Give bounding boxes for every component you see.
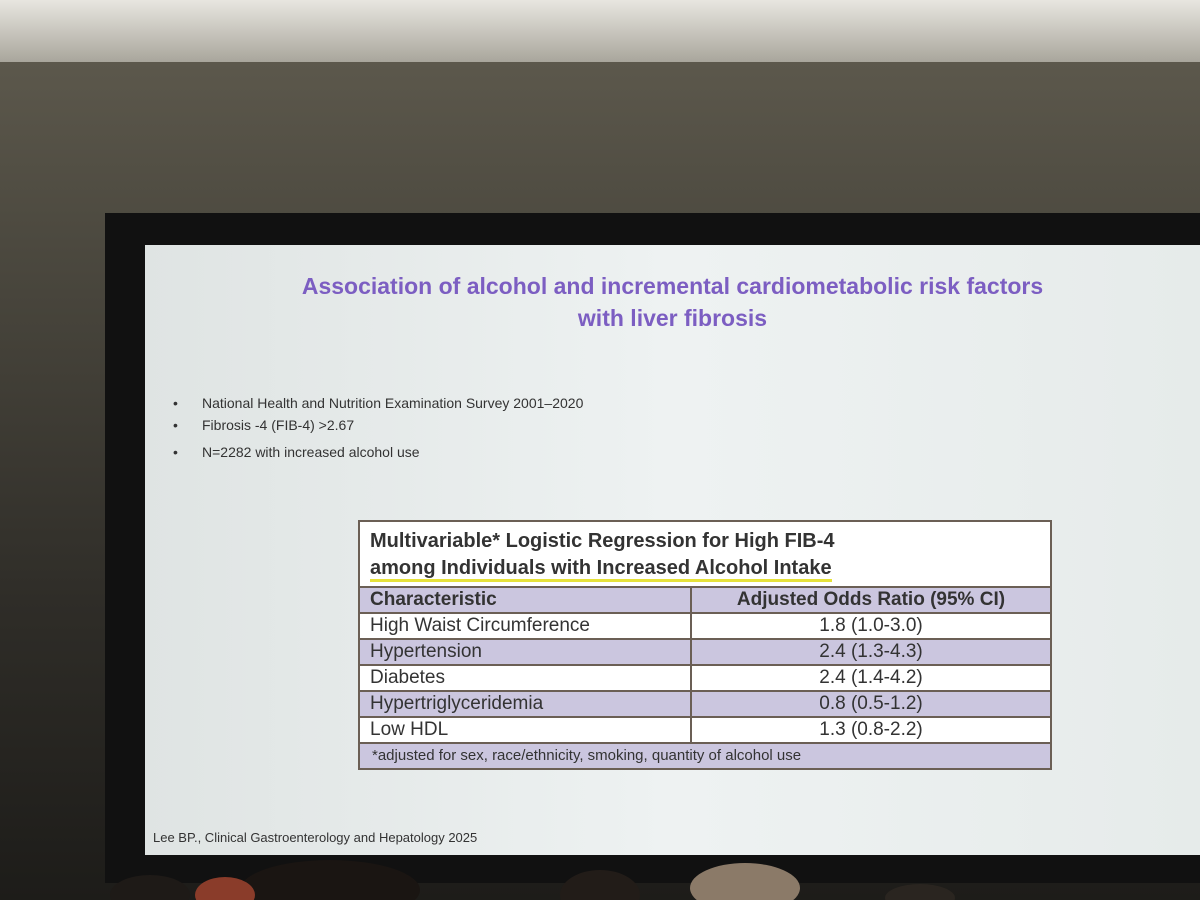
table-row: Hypertension 2.4 (1.3-4.3) (360, 640, 1050, 666)
footnote: *adjusted for sex, race/ethnicity, smoki… (360, 744, 1050, 768)
bullet: National Health and Nutrition Examinatio… (173, 395, 584, 411)
column-header: Adjusted Odds Ratio (95% CI) (736, 589, 1006, 610)
table-title: Multivariable* Logistic Regression for H… (360, 522, 1050, 588)
table-cell: Hypertriglyceridemia (360, 692, 692, 716)
table-cell: 0.8 (0.5-1.2) (819, 693, 923, 714)
table-row: High Waist Circumference 1.8 (1.0-3.0) (360, 614, 1050, 640)
table-body: High Waist Circumference 1.8 (1.0-3.0) Hyp… (360, 614, 1050, 744)
slide-title: Association of alcohol and incremental c… (301, 273, 1044, 299)
header-row: Characteristic Adjusted Odds Ratio (95% … (360, 588, 1050, 614)
bullet: Fibrosis -4 (FIB-4) >2.67 (173, 417, 355, 433)
ceiling (0, 0, 1200, 62)
table-cell: 2.4 (1.4-4.2) (819, 667, 923, 688)
table-title-line: Multivariable* Logistic Regression for H… (370, 530, 835, 552)
bullet-text: N=2282 with increased alcohol use (202, 444, 420, 460)
bullet-text: National Health and Nutrition Examinatio… (202, 395, 584, 411)
table-cell: Hypertension (360, 640, 692, 664)
audience-heads (110, 860, 955, 900)
table-row: Diabetes 2.4 (1.4-4.2) (360, 666, 1050, 692)
table-row: Low HDL 1.3 (0.8-2.2) (360, 718, 1050, 744)
table-cell: 2.4 (1.3-4.3) (819, 641, 923, 662)
table-row: Hypertriglyceridemia 0.8 (0.5-1.2) (360, 692, 1050, 718)
table-cell: 1.8 (1.0-3.0) (819, 615, 923, 636)
table-title-line: among Individuals with Increased Alcohol… (370, 557, 832, 582)
table: Multivariable* Logistic Regression for H… (358, 520, 1052, 770)
bullet-text: Fibrosis -4 (FIB-4) >2.67 (202, 417, 355, 433)
table-cell: 1.3 (0.8-2.2) (819, 719, 923, 740)
citation: Lee BP., Clinical Gastroenterology and H… (153, 830, 478, 845)
slide: Association of alcohol and incremental c… (145, 245, 1200, 855)
slide-title: with liver fibrosis (577, 305, 768, 331)
table-cell: Diabetes (360, 666, 692, 690)
table-cell: Low HDL (360, 718, 692, 742)
table-cell: High Waist Circumference (360, 614, 692, 638)
column-header: Characteristic (360, 588, 692, 612)
bullet: N=2282 with increased alcohol use (173, 444, 420, 460)
